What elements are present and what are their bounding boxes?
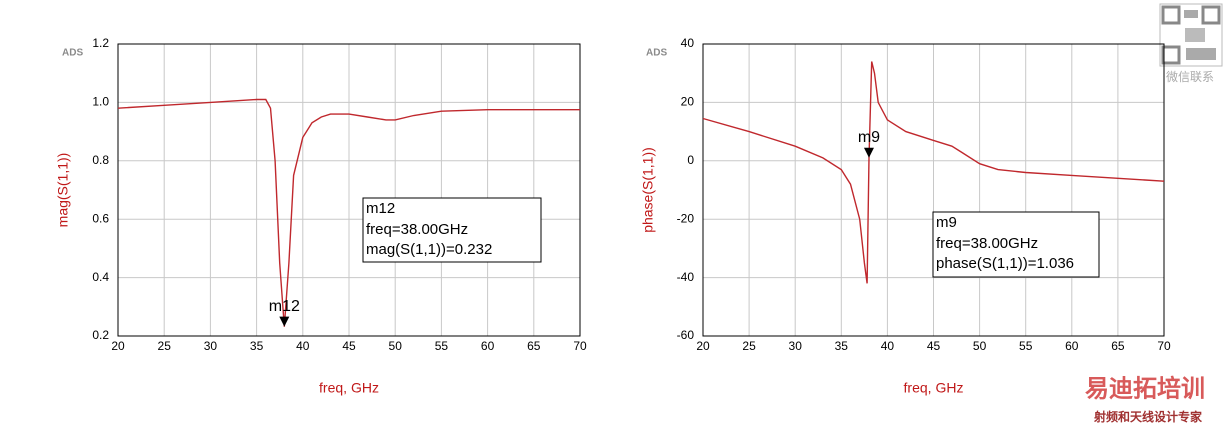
marker-arrow (863, 147, 874, 158)
x-tick-label: 50 (389, 339, 403, 353)
x-tick-label: 20 (696, 339, 710, 353)
marker-readout: freq=38.00GHz (366, 221, 468, 238)
marker-readout: mag(S(1,1))=0.232 (366, 241, 492, 258)
x-tick-label: 45 (927, 339, 941, 353)
y-tick-label: 0.2 (92, 328, 109, 342)
plot-frame (702, 43, 1165, 337)
marker-arrow (279, 316, 290, 327)
x-tick-label: 65 (527, 339, 541, 353)
x-tick-label: 55 (1019, 339, 1033, 353)
logo: ADS (646, 48, 667, 59)
x-tick-label: 35 (835, 339, 849, 353)
data-line (117, 98, 580, 327)
x-axis-label: freq, GHz (319, 380, 379, 396)
qr-code (1159, 3, 1223, 67)
y-axis-label: phase(S(1,1)) (640, 147, 656, 233)
marker-readout: freq=38.00GHz (936, 235, 1038, 252)
y-tick-label: 40 (681, 36, 695, 50)
slogan: 射频和天线设计专家 (1093, 409, 1203, 424)
marker-label: m12 (269, 298, 300, 315)
x-tick-label: 35 (250, 339, 264, 353)
brand: 易迪拓培训 (1085, 374, 1205, 402)
x-tick-label: 60 (1065, 339, 1079, 353)
plot-frame (117, 43, 581, 337)
logo: ADS (62, 48, 83, 59)
marker-readout: m9 (936, 214, 957, 231)
marker-box (932, 211, 1100, 278)
y-tick-label: 1.0 (92, 95, 109, 109)
x-tick-label: 70 (573, 339, 587, 353)
y-tick-label: 0.4 (92, 270, 109, 284)
x-tick-label: 50 (973, 339, 987, 353)
data-line (702, 61, 1165, 284)
x-tick-label: 40 (881, 339, 895, 353)
x-tick-label: 70 (1157, 339, 1171, 353)
x-tick-label: 60 (481, 339, 495, 353)
marker-readout: phase(S(1,1))=1.036 (936, 255, 1074, 272)
x-tick-label: 30 (789, 339, 803, 353)
y-tick-label: 0.8 (92, 153, 109, 167)
x-tick-label: 40 (296, 339, 310, 353)
qr-caption: 微信联系 (1166, 70, 1214, 84)
x-tick-label: 25 (158, 339, 172, 353)
x-tick-label: 55 (435, 339, 449, 353)
y-tick-label: 0.6 (92, 211, 109, 225)
chart: ADS 20 25 30 35 40 45 50 55 60 65 70 -60 -40 -20 0 20 40 f… (640, 36, 1171, 396)
marker-label: m9 (858, 129, 880, 146)
x-axis-label: freq, GHz (904, 380, 964, 396)
y-tick-label: 20 (681, 95, 695, 109)
x-tick-label: 65 (1111, 339, 1125, 353)
x-tick-label: 45 (342, 339, 356, 353)
y-tick-label: 0 (687, 153, 694, 167)
marker-box (362, 197, 542, 263)
y-tick-label: -60 (677, 328, 695, 342)
y-tick-label: -40 (677, 270, 695, 284)
marker-readout: m12 (366, 200, 395, 217)
x-tick-label: 25 (742, 339, 756, 353)
y-axis-label: mag(S(1,1)) (55, 153, 71, 228)
chart: ADS 20 25 30 35 40 45 50 55 60 65 70 0.2 0.4 0.6 0.8 1.0… (55, 36, 587, 396)
y-tick-label: -20 (677, 211, 695, 225)
x-tick-label: 20 (111, 339, 125, 353)
y-tick-label: 1.2 (92, 36, 109, 50)
x-tick-label: 30 (204, 339, 218, 353)
